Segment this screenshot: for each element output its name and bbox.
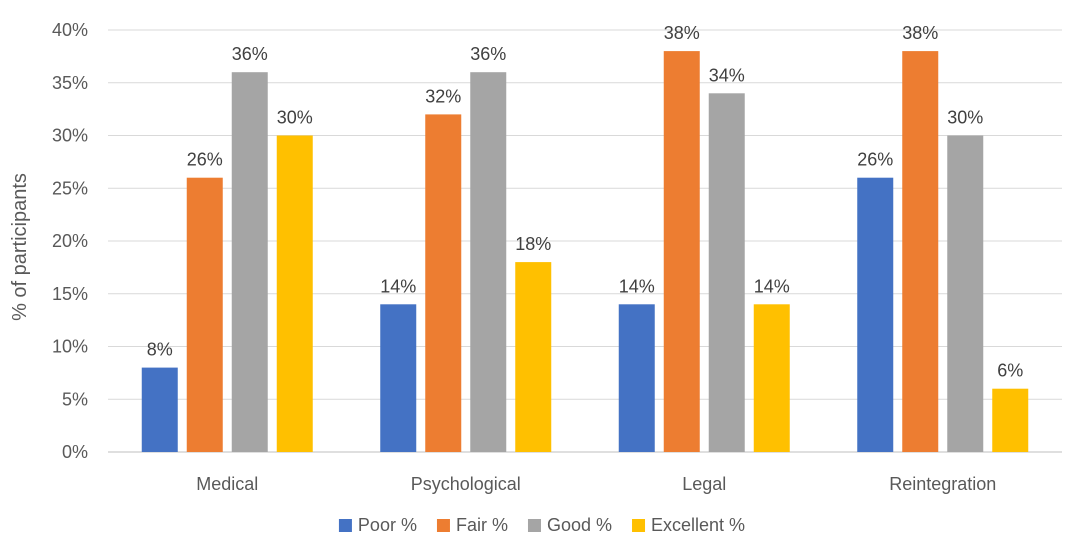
y-tick-label: 10% xyxy=(52,337,88,357)
data-label: 14% xyxy=(619,276,655,296)
bar-medical-poor xyxy=(141,367,178,452)
data-label: 14% xyxy=(380,276,416,296)
bar-reintegration-fair xyxy=(902,51,939,452)
y-axis-ticks: 0% 5% 10% 15% 20% 25% 30% 35% 40% xyxy=(52,20,88,462)
legend-label: Poor % xyxy=(358,515,417,535)
data-label: 18% xyxy=(515,234,551,254)
data-label: 38% xyxy=(664,23,700,43)
y-tick-label: 20% xyxy=(52,231,88,251)
bar-medical-fair xyxy=(186,177,223,452)
x-category-label: Legal xyxy=(682,474,726,494)
bar-legal-good xyxy=(708,93,745,453)
legend-swatch xyxy=(527,519,541,532)
bar-legal-excellent xyxy=(753,304,790,452)
data-label: 26% xyxy=(857,150,893,170)
bar-legal-poor xyxy=(618,304,655,452)
data-label: 32% xyxy=(425,86,461,106)
data-label: 30% xyxy=(947,108,983,128)
legend-label: Excellent % xyxy=(651,515,745,535)
data-label: 30% xyxy=(277,108,313,128)
data-label: 8% xyxy=(147,340,173,360)
bar-psychological-fair xyxy=(425,114,462,453)
bar-legal-fair xyxy=(663,51,700,452)
legend-label: Good % xyxy=(547,515,612,535)
y-tick-label: 30% xyxy=(52,126,88,146)
data-labels: 8% 26% 36% 30% 14% 32% 36% 18% 14% 38% 34% 14% 26% 38… xyxy=(147,23,1024,381)
legend-swatch xyxy=(632,519,646,532)
bars xyxy=(141,51,1029,453)
data-label: 34% xyxy=(709,65,745,85)
bar-medical-good xyxy=(231,72,268,452)
data-label: 14% xyxy=(754,276,790,296)
bar-medical-excellent xyxy=(276,135,313,452)
data-label: 6% xyxy=(997,361,1023,381)
legend-label: Fair % xyxy=(456,515,508,535)
legend: Poor % Fair % Good % Excellent % xyxy=(338,515,745,535)
data-label: 36% xyxy=(470,44,506,64)
legend-swatch xyxy=(436,519,450,532)
bar-reintegration-good xyxy=(947,135,984,452)
bar-reintegration-excellent xyxy=(992,388,1029,452)
data-label: 38% xyxy=(902,23,938,43)
y-tick-label: 25% xyxy=(52,178,88,198)
bar-psychological-good xyxy=(470,72,507,452)
y-axis-title: % of participants xyxy=(9,173,31,321)
y-tick-label: 5% xyxy=(62,389,88,409)
bar-reintegration-poor xyxy=(857,177,894,452)
x-axis-categories: Medical Psychological Legal Reintegration xyxy=(196,474,996,494)
legend-swatch xyxy=(338,519,352,532)
bar-psychological-poor xyxy=(380,304,417,452)
y-tick-label: 0% xyxy=(62,442,88,462)
x-category-label: Reintegration xyxy=(889,474,996,494)
y-tick-label: 35% xyxy=(52,73,88,93)
y-tick-label: 15% xyxy=(52,284,88,304)
bar-psychological-excellent xyxy=(515,262,552,452)
x-category-label: Medical xyxy=(196,474,258,494)
data-label: 36% xyxy=(232,44,268,64)
data-label: 26% xyxy=(187,150,223,170)
y-tick-label: 40% xyxy=(52,20,88,40)
x-category-label: Psychological xyxy=(411,474,521,494)
